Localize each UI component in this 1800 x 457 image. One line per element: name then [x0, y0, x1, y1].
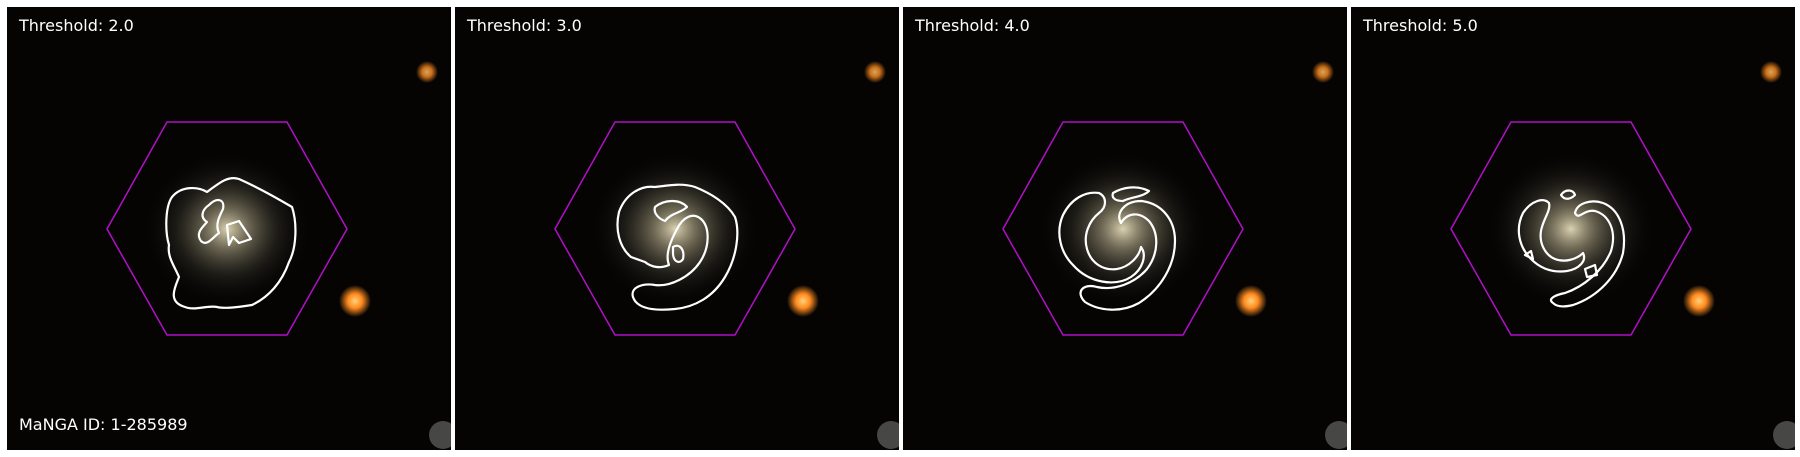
ifu-hexagon [106, 121, 348, 336]
star-glow [1760, 61, 1782, 83]
image-panel-1: Threshold: 2.0 MaNGA ID: 1-285989 [7, 7, 451, 450]
contour-line [197, 199, 225, 244]
star-glow [877, 421, 899, 449]
star-glow [1235, 285, 1267, 317]
ifu-hexagon [1002, 121, 1244, 336]
contour-line [1079, 199, 1177, 311]
contour-line [165, 177, 297, 310]
contour-line [1111, 186, 1151, 203]
galaxy-image-1 [7, 7, 451, 450]
threshold-label: Threshold: 2.0 [19, 16, 134, 35]
star-glow [1312, 61, 1334, 83]
galaxy-image-2 [455, 7, 899, 450]
galaxy-glow [590, 151, 760, 307]
star-glow [429, 421, 451, 449]
threshold-label: Threshold: 3.0 [467, 16, 582, 35]
contour-line [1523, 249, 1535, 261]
contour-line [616, 183, 739, 311]
star-glow [339, 285, 371, 317]
galaxy-image-4 [1351, 7, 1795, 450]
contour-line [225, 219, 253, 247]
star-glow [787, 285, 819, 317]
ifu-hexagon [554, 121, 796, 336]
contour-line [653, 199, 689, 223]
image-panel-2: Threshold: 3.0 [455, 7, 899, 450]
star-glow [1325, 421, 1347, 449]
star-glow [416, 61, 438, 83]
image-panel-4: Threshold: 5.0 [1351, 7, 1795, 450]
star-glow [864, 61, 886, 83]
contour-line [1058, 191, 1145, 284]
threshold-label: Threshold: 5.0 [1363, 16, 1478, 35]
ifu-hexagon [1450, 121, 1692, 336]
contour-line [671, 244, 685, 263]
star-glow [1773, 421, 1795, 449]
threshold-label: Threshold: 4.0 [915, 16, 1030, 35]
image-panel-3: Threshold: 4.0 [903, 7, 1347, 450]
galaxy-image-3 [903, 7, 1347, 450]
manga-id-label: MaNGA ID: 1-285989 [19, 415, 188, 434]
star-glow [1683, 285, 1715, 317]
galaxy-glow [1486, 151, 1656, 307]
contour-line [1549, 200, 1626, 308]
contour-line [1517, 199, 1586, 273]
contour-line [1583, 263, 1599, 279]
galaxy-glow [1038, 151, 1208, 307]
contour-line [1559, 189, 1577, 200]
